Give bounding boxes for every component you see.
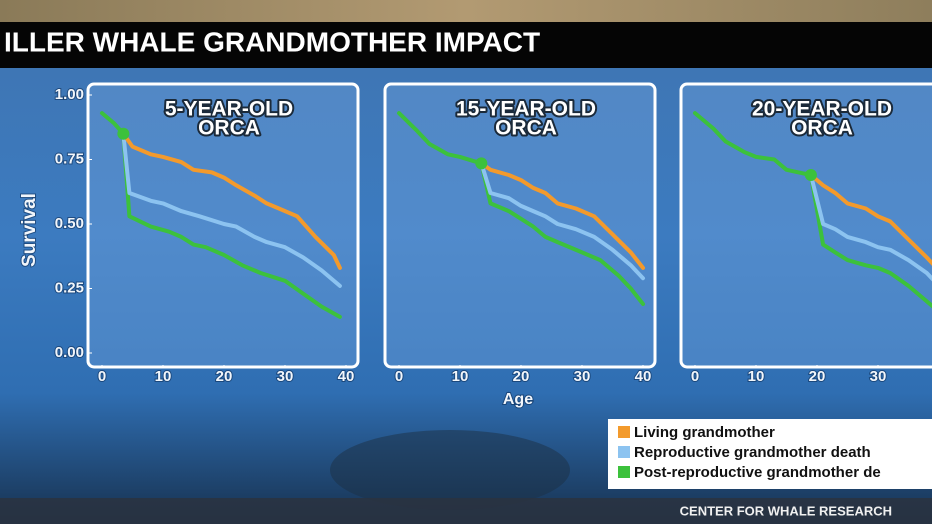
x-tick-label: 20 bbox=[513, 368, 530, 385]
panel-title: ORCA bbox=[198, 117, 260, 140]
panel-title: 15-YEAR-OLD bbox=[456, 98, 596, 121]
bottom-band bbox=[0, 498, 932, 524]
legend-label: Post-reproductive grandmother de bbox=[634, 464, 881, 481]
x-tick-label: 20 bbox=[216, 368, 233, 385]
x-tick-label: 0 bbox=[98, 368, 106, 385]
x-tick-label: 20 bbox=[809, 368, 826, 385]
panel-frame bbox=[679, 82, 932, 369]
split-marker bbox=[117, 127, 130, 140]
x-tick-label: 40 bbox=[635, 368, 652, 385]
series-line bbox=[808, 173, 932, 266]
series-line bbox=[693, 111, 932, 309]
panel-title: 5-YEAR-OLD bbox=[165, 98, 293, 121]
x-tick-label: 30 bbox=[574, 368, 591, 385]
panel-title: ORCA bbox=[791, 117, 853, 140]
source: CENTER FOR WHALE RESEARCH bbox=[680, 503, 892, 518]
x-tick-label: 0 bbox=[691, 368, 699, 385]
series-line bbox=[479, 161, 645, 281]
title: ILLER WHALE GRANDMOTHER IMPACT bbox=[4, 26, 540, 57]
series-line bbox=[121, 131, 342, 270]
x-tick-label: 30 bbox=[277, 368, 294, 385]
x-tick-label: 10 bbox=[155, 368, 172, 385]
legend-box bbox=[608, 419, 932, 489]
y-axis-label: Survival bbox=[19, 193, 40, 267]
legend-swatch bbox=[618, 466, 630, 478]
panel-title: 20-YEAR-OLD bbox=[752, 98, 892, 121]
legend: Living grandmother Reproductive grandmoth… bbox=[608, 419, 932, 489]
series-line bbox=[479, 161, 645, 270]
split-marker bbox=[804, 168, 817, 181]
panel-title: ORCA bbox=[495, 117, 557, 140]
whale-shadow bbox=[330, 430, 570, 510]
series-line bbox=[121, 131, 342, 288]
legend-label: Reproductive grandmother death bbox=[634, 444, 871, 461]
legend-label: Living grandmother bbox=[634, 424, 775, 441]
y-tick-label: 0.00 bbox=[55, 344, 84, 361]
x-axis-label: Age bbox=[503, 391, 533, 408]
title-bar bbox=[0, 22, 932, 68]
split-marker bbox=[475, 157, 488, 170]
series-line bbox=[397, 111, 645, 306]
x-tick-label: 0 bbox=[395, 368, 403, 385]
legend-swatch bbox=[618, 426, 630, 438]
y-tick-label: 1.00 bbox=[55, 86, 84, 103]
legend-swatch bbox=[618, 446, 630, 458]
series-line bbox=[808, 173, 932, 282]
y-tick-label: 0.75 bbox=[55, 150, 84, 167]
background-top bbox=[0, 0, 932, 22]
x-tick-label: 30 bbox=[870, 368, 887, 385]
y-tick-label: 0.25 bbox=[55, 279, 84, 296]
x-tick-label: 10 bbox=[452, 368, 469, 385]
y-tick-label: 0.50 bbox=[55, 215, 84, 232]
x-tick-label: 40 bbox=[338, 368, 355, 385]
x-tick-label: 10 bbox=[748, 368, 765, 385]
